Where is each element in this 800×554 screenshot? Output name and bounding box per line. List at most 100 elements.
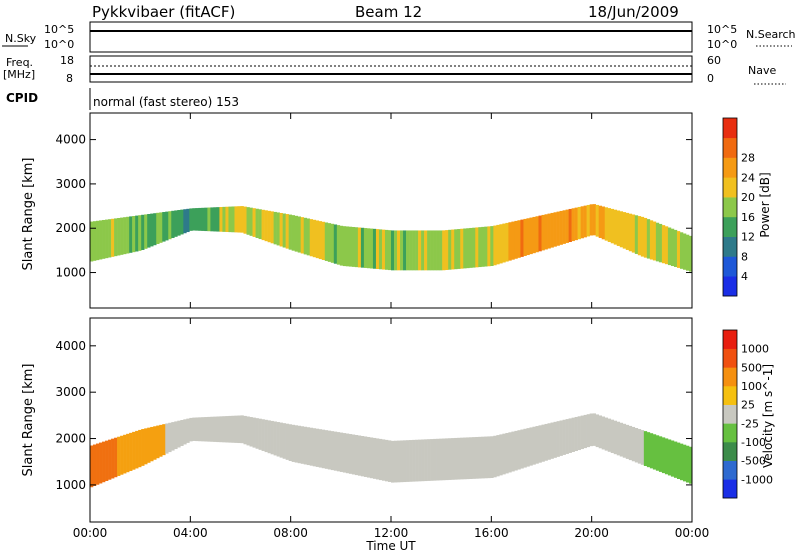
power-echo-column xyxy=(120,217,124,255)
power-echo-column xyxy=(357,227,362,268)
velocity-echo-column xyxy=(682,444,687,482)
power-echo-column xyxy=(412,230,416,271)
velocity-echo-column xyxy=(207,416,211,442)
y-tick-label: 2000 xyxy=(55,432,86,446)
velocity-y-axis: 1000 2000 3000 4000 xyxy=(55,339,692,492)
velocity-echo-column xyxy=(643,431,648,466)
power-echo-column xyxy=(517,220,521,258)
power-echo-column xyxy=(676,231,681,268)
velocity-echo-column xyxy=(610,419,615,453)
power-echo-column xyxy=(90,221,94,262)
velocity-echo-column xyxy=(517,430,521,470)
velocity-echo-column xyxy=(538,425,542,463)
power-echo-column xyxy=(234,206,238,233)
x-tick-label: 12:00 xyxy=(374,526,409,540)
nsky-label: N.Sky xyxy=(5,32,37,45)
velocity-echo-column xyxy=(649,433,654,469)
power-echo-column xyxy=(571,208,575,242)
velocity-echo-column xyxy=(318,429,323,468)
velocity-echo-column xyxy=(478,436,482,479)
power-echo-column xyxy=(658,223,663,263)
velocity-echo-column xyxy=(258,418,262,450)
velocity-echo-column xyxy=(688,446,693,484)
colorbar-tick-label: 100 xyxy=(741,380,762,393)
velocity-echo-column xyxy=(595,414,599,448)
colorbar-frame xyxy=(722,329,738,499)
velocity-echo-column xyxy=(213,416,217,442)
velocity-echo-column xyxy=(330,431,335,471)
velocity-echo-column xyxy=(463,437,467,480)
velocity-echo-column xyxy=(96,443,100,485)
colorbar-tick-label: -500 xyxy=(741,455,766,468)
velocity-echo-column xyxy=(381,439,386,481)
power-echo-column xyxy=(406,230,410,271)
power-echo-column xyxy=(207,207,211,232)
velocity-echo-column xyxy=(252,417,256,448)
nsky-panel: N.Sky 10^5 10^0 10^5 10^0 N.Search xyxy=(2,21,796,53)
power-echo-column xyxy=(568,208,572,243)
velocity-echo-column xyxy=(580,415,584,450)
power-echo-column xyxy=(493,225,497,266)
power-echo-column xyxy=(622,212,627,249)
velocity-echo-column xyxy=(336,432,341,472)
power-echo-column xyxy=(324,222,329,261)
power-echo-column xyxy=(252,208,256,237)
x-tick-label: 00:00 xyxy=(675,526,710,540)
velocity-echo-column xyxy=(589,413,593,447)
power-echo-column xyxy=(589,204,593,236)
velocity-echo-column xyxy=(225,416,229,443)
power-echo-column xyxy=(102,219,106,259)
power-echo-column xyxy=(312,219,317,258)
power-echo-column xyxy=(472,227,476,268)
power-echo-column xyxy=(628,213,633,252)
velocity-echo-column xyxy=(129,432,133,471)
colorbar-swatch xyxy=(723,348,737,368)
power-echo-column xyxy=(327,223,332,262)
velocity-echo-column xyxy=(321,429,326,469)
power-echo-column xyxy=(436,230,440,271)
power-echo-column xyxy=(195,208,199,231)
velocity-echo-column xyxy=(553,421,557,458)
velocity-echo-column xyxy=(427,439,431,481)
power-echo-column xyxy=(661,225,666,264)
power-echo-column xyxy=(300,217,305,254)
velocity-echo-column xyxy=(165,423,169,454)
velocity-echo-column xyxy=(475,436,479,479)
power-echo-column xyxy=(532,216,536,254)
velocity-echo-column xyxy=(664,438,669,475)
power-echo-column xyxy=(375,229,380,269)
velocity-echo-column xyxy=(529,427,533,466)
colorbar-swatch xyxy=(723,137,737,158)
power-echo-column xyxy=(421,230,425,271)
velocity-echo-column xyxy=(526,428,530,467)
velocity-echo-column xyxy=(246,416,250,446)
power-echo-column xyxy=(141,214,145,250)
nsky-tick-bottom: 10^0 xyxy=(44,38,74,51)
power-echo-column xyxy=(108,219,112,258)
velocity-echo-column xyxy=(472,437,476,479)
velocity-echo-column xyxy=(324,430,329,469)
velocity-echo-column xyxy=(532,426,536,465)
velocity-echo-column xyxy=(315,428,320,467)
date-label: 18/Jun/2009 xyxy=(588,3,679,21)
velocity-echo-column xyxy=(547,423,551,460)
time-axis-label: Time UT xyxy=(365,539,416,553)
power-echo-column xyxy=(457,229,461,269)
velocity-ylabel: Slant Range [km] xyxy=(21,364,36,477)
velocity-echo-column xyxy=(120,435,124,475)
power-data xyxy=(90,204,693,272)
velocity-echo-column xyxy=(577,416,581,451)
power-echo-column xyxy=(153,213,157,246)
power-echo-column xyxy=(466,228,470,269)
power-echo-column xyxy=(451,229,455,270)
power-echo-column xyxy=(339,225,344,266)
colorbar-tick-label: 28 xyxy=(741,152,755,165)
power-echo-column xyxy=(282,213,286,248)
power-echo-column xyxy=(592,204,596,236)
velocity-echo-column xyxy=(114,437,118,478)
power-echo-column xyxy=(264,210,268,242)
power-echo-column xyxy=(276,212,280,246)
power-echo-column xyxy=(279,212,283,247)
power-echo-column xyxy=(129,216,133,253)
x-tick-label: 04:00 xyxy=(173,526,208,540)
